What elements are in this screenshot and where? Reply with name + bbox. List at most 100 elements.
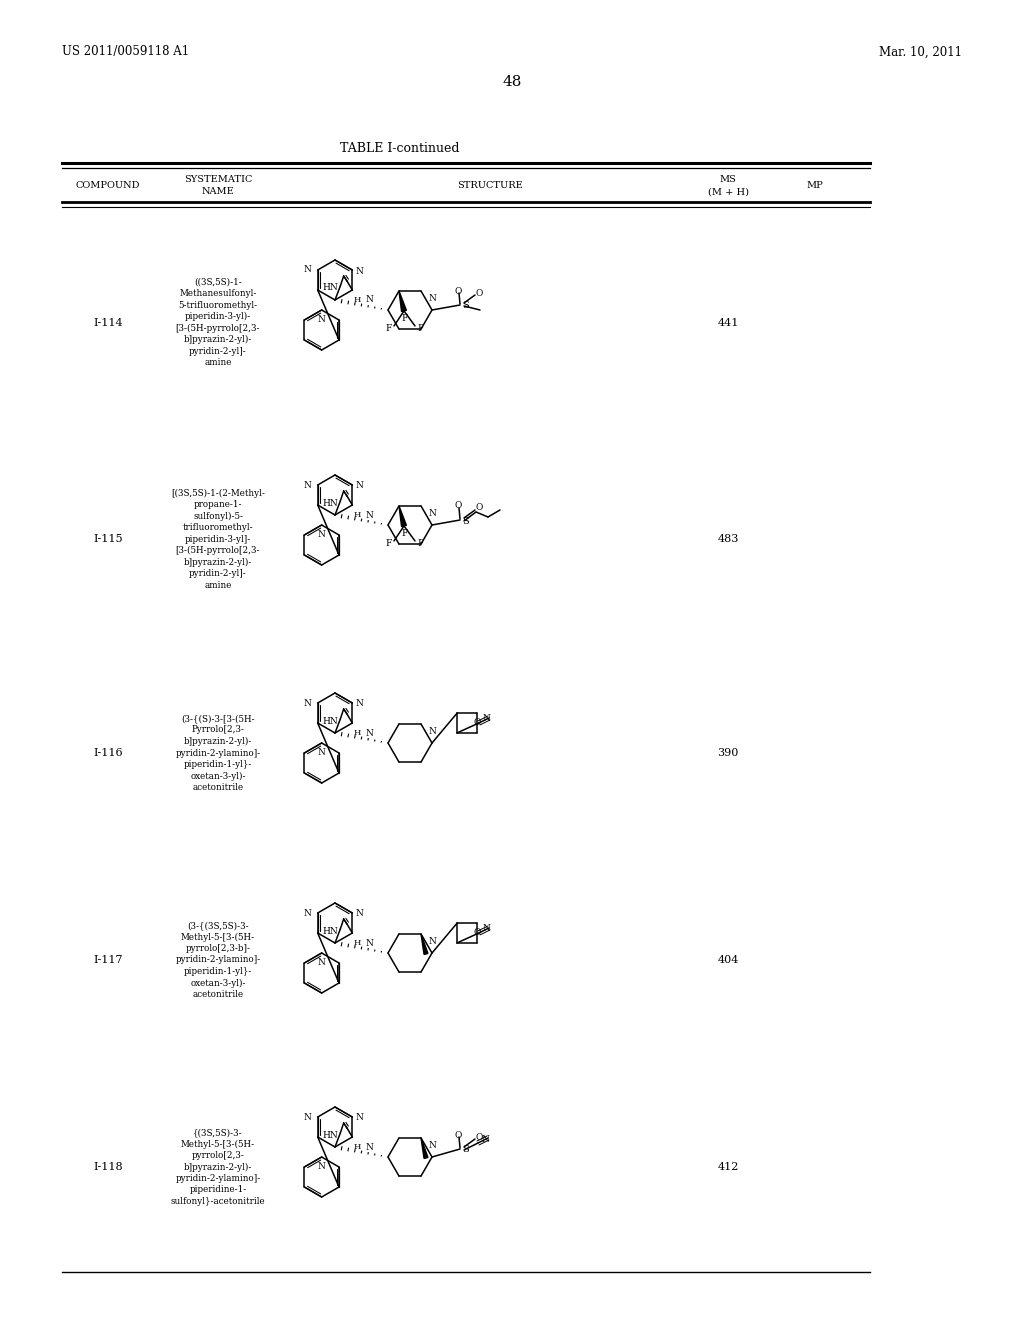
Text: N: N — [355, 1114, 364, 1122]
Text: COMPOUND: COMPOUND — [76, 181, 140, 190]
Text: [3-(5H-pyrrolo[2,3-: [3-(5H-pyrrolo[2,3- — [176, 323, 260, 333]
Text: (M + H): (M + H) — [708, 187, 749, 197]
Text: N: N — [366, 296, 374, 305]
Text: {(3S,5S)-3-: {(3S,5S)-3- — [194, 1129, 243, 1137]
Text: I-114: I-114 — [93, 318, 123, 327]
Text: O: O — [476, 1133, 483, 1142]
Text: H: H — [353, 939, 360, 946]
Text: N: N — [428, 937, 436, 946]
Text: oxetan-3-yl)-: oxetan-3-yl)- — [190, 978, 246, 987]
Text: piperidin-3-yl)-: piperidin-3-yl)- — [185, 313, 251, 321]
Text: N: N — [304, 698, 311, 708]
Text: US 2011/0059118 A1: US 2011/0059118 A1 — [62, 45, 189, 58]
Text: O: O — [473, 928, 480, 937]
Text: b]pyrazin-2-yl)-: b]pyrazin-2-yl)- — [184, 557, 252, 566]
Text: O: O — [476, 289, 483, 297]
Text: N: N — [366, 729, 374, 738]
Text: F: F — [386, 325, 392, 334]
Text: H: H — [353, 296, 360, 304]
Text: O: O — [476, 503, 483, 512]
Text: N: N — [355, 267, 364, 276]
Text: N: N — [428, 510, 436, 517]
Text: HN: HN — [323, 717, 338, 726]
Text: trifluoromethyl-: trifluoromethyl- — [182, 523, 253, 532]
Text: sulfonyl)-5-: sulfonyl)-5- — [193, 511, 243, 520]
Text: N: N — [317, 1162, 326, 1171]
Text: H: H — [353, 729, 360, 737]
Text: propane-1-: propane-1- — [194, 500, 243, 510]
Text: HN: HN — [323, 1130, 338, 1139]
Text: amine: amine — [205, 358, 231, 367]
Text: piperidin-1-yl}-: piperidin-1-yl}- — [184, 968, 252, 975]
Text: O: O — [455, 1130, 462, 1139]
Text: MP: MP — [807, 181, 823, 190]
Text: I-115: I-115 — [93, 535, 123, 544]
Text: N: N — [304, 1113, 311, 1122]
Text: pyridin-2-ylamino]-: pyridin-2-ylamino]- — [175, 956, 261, 965]
Text: O: O — [473, 718, 480, 727]
Text: pyridin-2-ylamino]-: pyridin-2-ylamino]- — [175, 748, 261, 758]
Text: sulfonyl}-acetonitrile: sulfonyl}-acetonitrile — [171, 1197, 265, 1206]
Text: b]pyrazin-2-yl)-: b]pyrazin-2-yl)- — [184, 335, 252, 345]
Text: N: N — [304, 265, 311, 275]
Text: STRUCTURE: STRUCTURE — [457, 181, 523, 190]
Text: HN: HN — [323, 284, 338, 293]
Text: N: N — [355, 482, 364, 491]
Text: SYSTEMATIC: SYSTEMATIC — [184, 176, 252, 185]
Text: [3-(5H-pyrrolo[2,3-: [3-(5H-pyrrolo[2,3- — [176, 546, 260, 556]
Text: oxetan-3-yl)-: oxetan-3-yl)- — [190, 771, 246, 780]
Text: NAME: NAME — [202, 187, 234, 197]
Text: pyrrolo[2,3-b]-: pyrrolo[2,3-b]- — [185, 944, 251, 953]
Text: amine: amine — [205, 581, 231, 590]
Text: 48: 48 — [503, 75, 521, 88]
Text: N: N — [428, 727, 436, 737]
Polygon shape — [421, 935, 428, 954]
Text: Methanesulfonyl-: Methanesulfonyl- — [179, 289, 257, 298]
Text: pyrrolo[2,3-: pyrrolo[2,3- — [191, 1151, 245, 1160]
Text: N: N — [366, 1143, 374, 1151]
Polygon shape — [399, 506, 407, 527]
Text: O: O — [455, 502, 462, 511]
Text: HN: HN — [323, 499, 338, 507]
Text: (3-{(3S,5S)-3-: (3-{(3S,5S)-3- — [187, 921, 249, 931]
Text: pyridin-2-ylamino]-: pyridin-2-ylamino]- — [175, 1173, 261, 1183]
Text: Mar. 10, 2011: Mar. 10, 2011 — [879, 45, 962, 58]
Text: N: N — [304, 480, 311, 490]
Text: b]pyrazin-2-yl)-: b]pyrazin-2-yl)- — [184, 737, 252, 746]
Text: pyridin-2-yl]-: pyridin-2-yl]- — [189, 347, 247, 356]
Text: (3-{(S)-3-[3-(5H-: (3-{(S)-3-[3-(5H- — [181, 714, 255, 723]
Text: S: S — [462, 1146, 469, 1155]
Text: F: F — [417, 540, 423, 548]
Text: piperidin-3-yl]-: piperidin-3-yl]- — [185, 535, 251, 544]
Text: N: N — [366, 939, 374, 948]
Text: Methyl-5-[3-(5H-: Methyl-5-[3-(5H- — [181, 1139, 255, 1148]
Text: O: O — [455, 286, 462, 296]
Text: 412: 412 — [718, 1162, 738, 1172]
Text: N: N — [317, 531, 326, 539]
Text: N: N — [428, 1140, 436, 1150]
Text: piperidine-1-: piperidine-1- — [189, 1185, 247, 1195]
Text: 483: 483 — [718, 535, 738, 544]
Text: N: N — [317, 315, 326, 323]
Text: N: N — [355, 909, 364, 919]
Text: MS: MS — [720, 176, 736, 185]
Text: Methyl-5-[3-(5H-: Methyl-5-[3-(5H- — [181, 932, 255, 941]
Text: N: N — [304, 908, 311, 917]
Polygon shape — [421, 1138, 428, 1159]
Polygon shape — [399, 290, 407, 312]
Text: acetonitrile: acetonitrile — [193, 783, 244, 792]
Text: I-117: I-117 — [93, 954, 123, 965]
Text: b]pyrazin-2-yl)-: b]pyrazin-2-yl)- — [184, 1163, 252, 1172]
Text: Pyrrolo[2,3-: Pyrrolo[2,3- — [191, 726, 245, 734]
Text: [(3S,5S)-1-(2-Methyl-: [(3S,5S)-1-(2-Methyl- — [171, 488, 265, 498]
Text: N: N — [366, 511, 374, 520]
Text: F: F — [386, 540, 392, 548]
Text: I-116: I-116 — [93, 748, 123, 758]
Text: piperidin-1-yl}-: piperidin-1-yl}- — [184, 760, 252, 770]
Text: F: F — [401, 314, 409, 323]
Text: 404: 404 — [718, 954, 738, 965]
Text: ((3S,5S)-1-: ((3S,5S)-1- — [195, 277, 242, 286]
Text: N: N — [317, 958, 326, 968]
Text: 390: 390 — [718, 748, 738, 758]
Text: N: N — [482, 924, 489, 933]
